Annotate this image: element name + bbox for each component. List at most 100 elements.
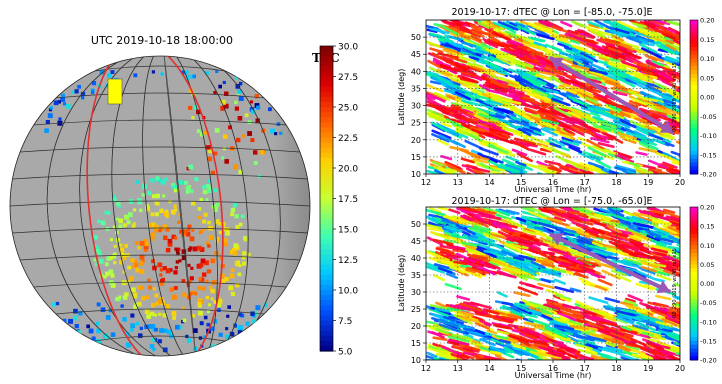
dtec-streak xyxy=(469,82,483,89)
tec-point xyxy=(91,90,95,95)
dtec-streak xyxy=(451,234,469,240)
dtec-streak xyxy=(561,123,575,131)
dtec-streak xyxy=(648,159,668,169)
x-tick-label: 19 xyxy=(643,178,653,187)
dtec-streak xyxy=(661,351,674,356)
dtec-streak xyxy=(447,339,469,346)
dtec-streak xyxy=(470,34,482,42)
dtec-streak xyxy=(493,107,504,115)
dtec-streak xyxy=(426,169,441,174)
dtec-streak xyxy=(626,109,639,115)
dtec-streak xyxy=(484,60,499,69)
dtec-streak xyxy=(595,322,609,329)
dtec-streak xyxy=(620,301,634,307)
dtec-streak xyxy=(609,237,621,244)
dtec-streak xyxy=(613,356,622,360)
dtec-streak xyxy=(456,295,471,301)
colorbar-cell xyxy=(690,291,698,296)
dtec-streak xyxy=(574,343,593,351)
dtec-streak xyxy=(426,97,444,108)
dtec-streak xyxy=(473,167,488,174)
dtec-streak xyxy=(629,20,646,27)
colorbar-cell xyxy=(320,213,333,220)
dtec-streak xyxy=(629,315,642,322)
colorbar-cell xyxy=(320,244,333,250)
tec-point xyxy=(157,339,162,344)
dtec-streak xyxy=(645,261,667,268)
dtec-streak xyxy=(553,106,571,117)
colorbar-cell xyxy=(690,20,698,25)
dtec-streak xyxy=(625,54,645,66)
tec-point xyxy=(73,315,78,321)
dtec-streak xyxy=(561,92,580,99)
dtec-streak xyxy=(533,342,549,348)
dtec-streak xyxy=(568,167,587,174)
dtec-streak xyxy=(540,127,559,137)
dtec-streak xyxy=(596,53,609,60)
colorbar-cell xyxy=(320,330,333,337)
colorbar-tick-label: 0.10 xyxy=(700,55,714,63)
dtec-streak xyxy=(482,207,494,212)
dtec-streak xyxy=(650,68,673,78)
dtec-streak xyxy=(426,28,438,34)
colorbar-cell xyxy=(320,229,333,235)
dtec-streak xyxy=(601,131,617,139)
tec-point xyxy=(130,323,136,329)
dtec-streak xyxy=(544,327,561,334)
dtec-streak xyxy=(631,307,648,312)
colorbar-cell xyxy=(320,193,333,200)
dtec-streak xyxy=(611,258,633,267)
colorbar-cell xyxy=(320,76,333,83)
dtec-streak xyxy=(459,302,482,312)
dtec-streak xyxy=(585,257,601,263)
dtec-streak xyxy=(478,119,497,127)
dtec-streak xyxy=(615,61,638,70)
colorbar-cell xyxy=(320,259,333,266)
tec-point xyxy=(105,271,110,277)
dtec-streak xyxy=(586,42,600,49)
x-tick-label: 14 xyxy=(484,178,494,187)
tec-point xyxy=(155,301,160,306)
dtec-streak xyxy=(432,238,454,246)
colorbar-cell xyxy=(690,112,698,117)
y-tick-label: 35 xyxy=(411,84,421,93)
dtec-streak xyxy=(639,248,651,255)
dtec-streak xyxy=(518,127,532,137)
tec-point xyxy=(62,318,67,323)
dtec-streak xyxy=(451,104,462,109)
dtec-streak xyxy=(648,21,668,30)
dtec-streak xyxy=(471,26,487,35)
tec-point xyxy=(110,332,116,337)
dtec-streak xyxy=(560,79,572,86)
dtec-streak xyxy=(641,139,658,146)
tec-point xyxy=(152,265,157,271)
dtec-streak xyxy=(436,138,449,146)
dtec-streak xyxy=(446,130,460,137)
dtec-streak xyxy=(619,42,634,51)
dtec-streak xyxy=(617,239,634,249)
colorbar-cell xyxy=(690,135,698,140)
dtec-streak xyxy=(567,29,578,35)
dtec-streak xyxy=(614,27,630,35)
dtec-streak xyxy=(501,158,516,166)
panel1-arrow xyxy=(548,55,675,135)
dtec-streak xyxy=(555,293,572,301)
panel1-colorbar-side-label: 00_290_2019_ws40_rsl_e15 xyxy=(672,62,678,132)
dtec-streak xyxy=(432,336,448,342)
colorbar-cell xyxy=(320,66,333,73)
dtec-streak xyxy=(627,294,644,303)
dtec-streak xyxy=(457,55,477,63)
dtec-streak xyxy=(513,235,532,245)
dtec-streak xyxy=(595,234,611,241)
dtec-streak xyxy=(578,277,596,287)
dtec-streak xyxy=(575,300,593,310)
tec-point xyxy=(108,269,114,275)
dtec-streak xyxy=(610,269,627,277)
dtec-streak xyxy=(675,123,680,128)
dtec-streak xyxy=(439,24,459,36)
dtec-streak xyxy=(586,20,604,29)
dtec-streak xyxy=(673,341,680,346)
dtec-streak xyxy=(524,313,538,319)
dtec-streak xyxy=(556,306,578,315)
dtec-streak xyxy=(633,22,646,28)
